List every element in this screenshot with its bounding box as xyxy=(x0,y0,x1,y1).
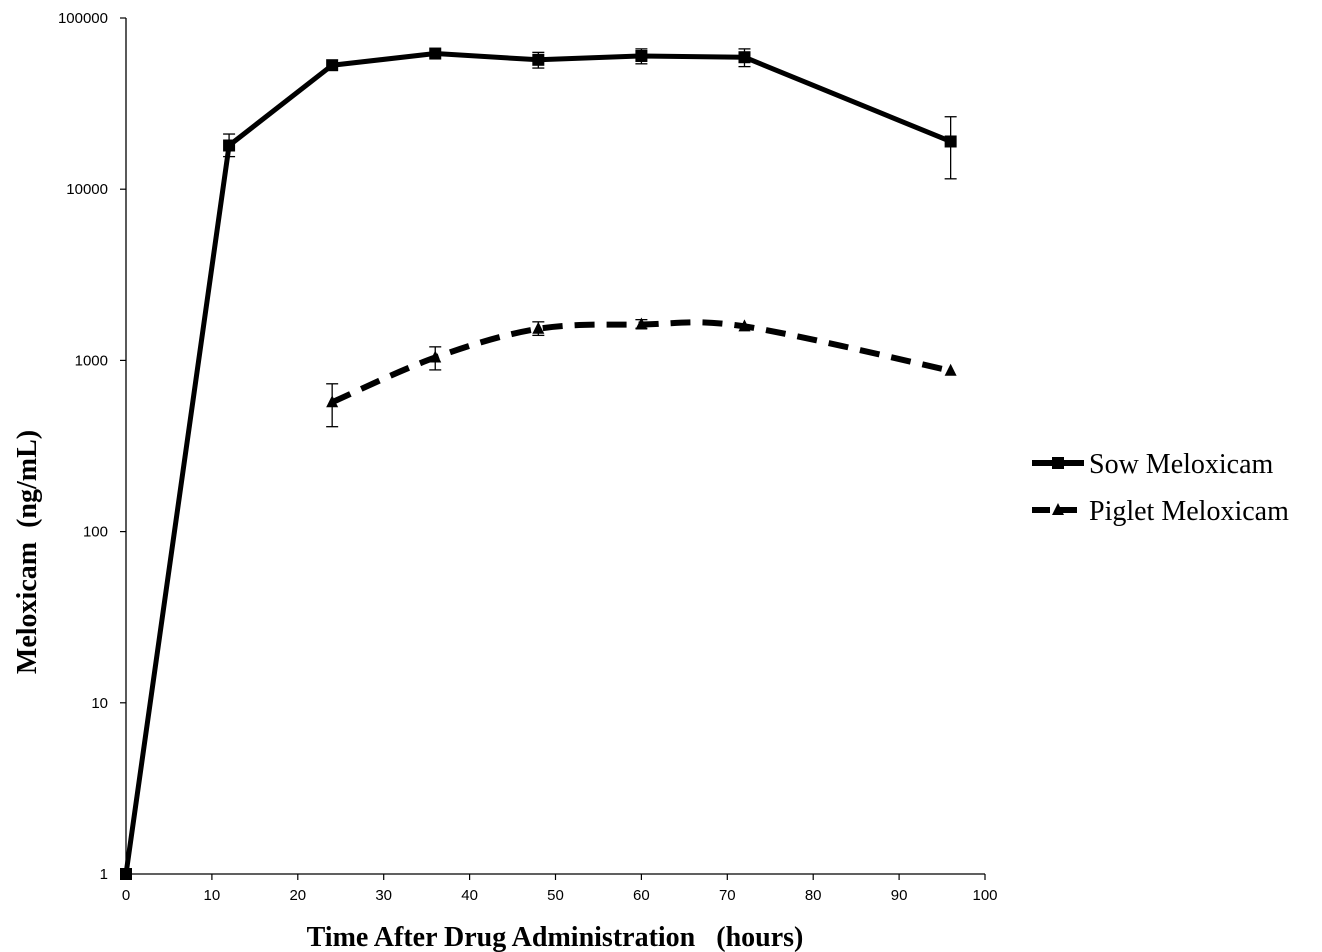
y-tick-label: 100 xyxy=(83,524,108,541)
x-tick-label: 30 xyxy=(375,887,392,904)
data-point-piglet xyxy=(635,317,648,330)
series-line-sow xyxy=(123,51,952,875)
x-tick-label: 0 xyxy=(122,887,130,904)
data-point-piglet xyxy=(532,321,545,334)
y-tick-label: 10000 xyxy=(66,181,108,198)
x-tick-label: 80 xyxy=(805,887,822,904)
legend-label-piglet: Piglet Meloxicam xyxy=(1089,496,1289,527)
axes xyxy=(125,18,985,875)
data-point-sow xyxy=(120,868,132,880)
x-ticks: 0 10 20 30 40 50 60 70 80 90 100 xyxy=(122,874,998,904)
data-point-sow xyxy=(429,47,442,60)
x-tick-label: 20 xyxy=(289,887,306,904)
data-point-piglet xyxy=(738,319,751,332)
y-tick-label: 1000 xyxy=(75,352,108,369)
legend: Sow Meloxicam Piglet Meloxicam xyxy=(1032,449,1289,527)
legend-marker-sow xyxy=(1052,457,1064,469)
data-point-sow xyxy=(635,49,648,62)
legend-marker-piglet xyxy=(1052,503,1064,515)
legend-item-sow: Sow Meloxicam xyxy=(1032,449,1274,480)
series-line-piglet xyxy=(330,319,952,405)
series-lines xyxy=(123,51,952,875)
x-tick-label: 10 xyxy=(204,887,221,904)
legend-label-sow: Sow Meloxicam xyxy=(1089,449,1274,480)
data-point-piglet xyxy=(326,395,339,408)
x-tick-label: 100 xyxy=(972,887,997,904)
y-tick-label: 10 xyxy=(91,695,108,712)
y-ticks: 1 10 100 1000 10000 100000 xyxy=(58,10,126,883)
x-tick-label: 40 xyxy=(461,887,478,904)
y-axis-title: Meloxicam (ng/mL) xyxy=(12,430,43,674)
x-axis-title: Time After Drug Administration (hours) xyxy=(307,922,804,952)
x-tick-label: 50 xyxy=(547,887,564,904)
data-point-sow xyxy=(326,59,339,72)
data-point-piglet xyxy=(429,350,442,363)
legend-item-piglet: Piglet Meloxicam xyxy=(1032,496,1289,527)
x-tick-label: 90 xyxy=(891,887,908,904)
data-point-sow xyxy=(532,53,545,66)
data-point-sow xyxy=(944,135,957,148)
x-tick-label: 70 xyxy=(719,887,736,904)
y-tick-label: 100000 xyxy=(58,10,108,27)
data-point-sow xyxy=(223,139,236,152)
y-tick-label: 1 xyxy=(100,866,108,883)
markers xyxy=(120,47,957,880)
data-point-sow xyxy=(738,51,751,64)
data-point-piglet xyxy=(944,363,957,376)
error-bars xyxy=(223,48,957,428)
x-tick-label: 60 xyxy=(633,887,650,904)
